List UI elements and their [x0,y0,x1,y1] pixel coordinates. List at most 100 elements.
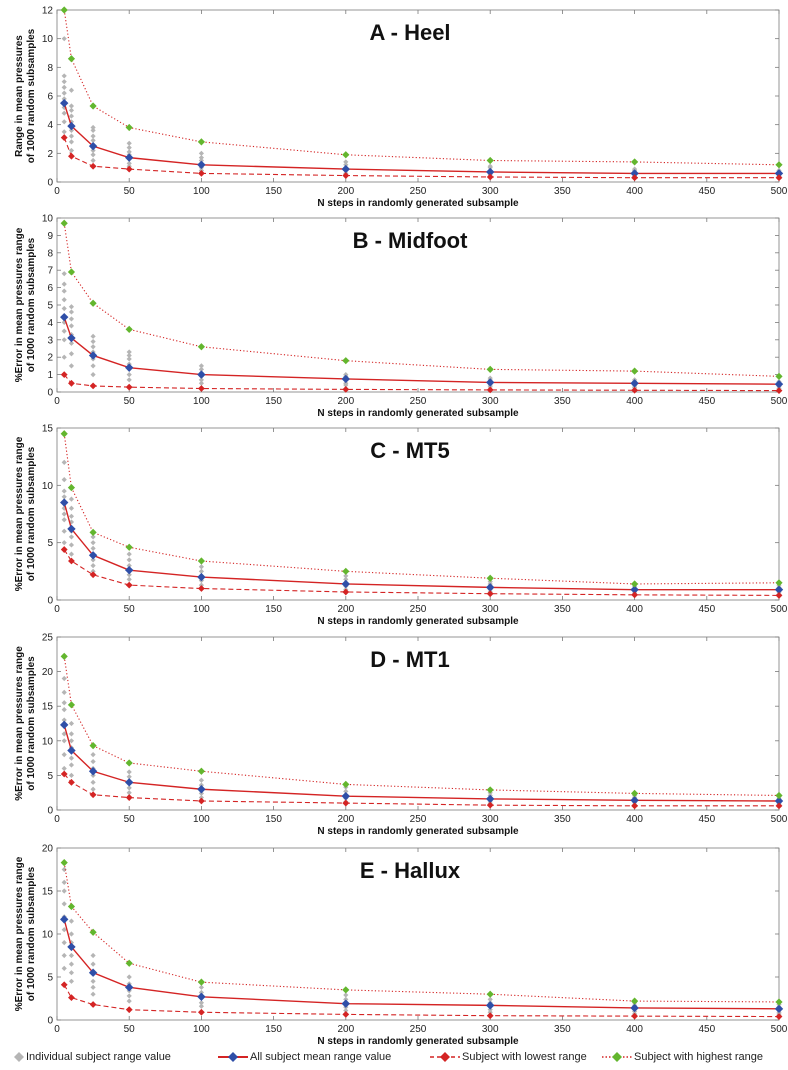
individual-point [68,323,75,329]
x-tick-label: 200 [337,186,354,197]
series-point-mean [88,968,98,977]
series-point-mean [774,796,784,806]
x-tick-label: 300 [482,604,499,615]
y-tick-label: 0 [47,388,53,399]
series-line-mean [63,724,780,802]
individual-point [90,540,96,546]
series-point-highest [67,484,76,492]
series-point-highest [60,859,68,867]
series-point-mean [630,796,639,805]
series-point-highest [197,138,205,146]
x-axis-label: N steps in randomly generated subsample [317,408,519,419]
series-point-lowest [775,174,783,182]
series-point-mean [67,524,76,534]
series-point-mean [67,942,76,952]
individual-point [126,377,132,383]
series-point-lowest [775,387,783,395]
individual-point [126,774,132,780]
individual-point [343,372,349,378]
series-line-lowest [63,549,780,596]
series-point-highest [89,102,97,110]
individual-point [343,573,349,579]
individual-point [343,576,349,582]
series-point-highest [125,123,133,132]
series-point-lowest [342,385,350,393]
individual-point [61,73,67,79]
individual-point [68,542,75,548]
series-point-mean [60,720,69,730]
series-point-mean [486,167,495,177]
series-line-mean [63,502,779,591]
y-tick-label: 15 [42,887,54,898]
y-tick-label: 25 [42,633,54,644]
individual-point [343,1007,349,1014]
y-tick-label: 5 [47,301,53,312]
individual-point [126,160,132,166]
series-point-mean [341,164,350,174]
series-point-highest [89,299,97,307]
panel-title: A - Heel [369,20,450,45]
individual-point [61,879,67,885]
individual-point [68,304,75,310]
series-point-mean [486,583,495,592]
individual-point [343,159,349,165]
series-point-highest [631,789,639,797]
individual-point [68,340,75,346]
x-tick-label: 400 [626,604,643,615]
individual-point [61,477,67,483]
individual-point [126,149,132,155]
series-point-lowest [775,592,783,599]
legend-swatch-individual [14,1052,24,1063]
individual-point [68,720,75,727]
individual-point [343,788,349,794]
individual-point [343,162,349,168]
legend-swatch-mean [218,1052,248,1063]
series-point-highest [486,365,494,373]
individual-point [90,363,96,369]
x-tick-label: 300 [482,814,499,825]
series-point-lowest [60,981,68,989]
series-point-lowest [89,571,97,579]
individual-point [126,993,132,999]
individual-point [68,127,75,133]
individual-point [68,755,75,761]
series-point-mean [197,992,206,1001]
x-tick-label: 150 [265,186,282,197]
y-axis-label-line: of 1000 random subsamples [26,237,37,372]
individual-point [68,931,75,937]
individual-point [61,288,67,294]
x-tick-label: 300 [482,1024,499,1035]
series-point-highest [631,580,639,588]
series-point-mean [630,169,639,178]
y-tick-label: 15 [42,424,54,435]
x-tick-label: 100 [193,604,210,615]
series-point-lowest [198,170,205,177]
series-point-highest [631,997,639,1005]
series-point-highest [631,367,639,375]
x-tick-label: 350 [554,814,571,825]
x-tick-label: 250 [410,604,427,615]
individual-point [61,765,67,772]
y-tick-label: 20 [42,844,54,855]
x-tick-label: 150 [265,814,282,825]
individual-point [61,271,67,277]
legend-label-highest: Subject with highest range [634,1051,764,1063]
individual-point [90,127,96,133]
series-point-lowest [198,1008,205,1016]
individual-point [61,965,67,971]
individual-point [487,163,493,169]
individual-point [90,752,96,758]
series-point-mean [197,160,206,169]
series-point-lowest [68,379,75,387]
y-tick-label: 3 [47,335,53,346]
series-point-highest [60,6,68,14]
individual-point [90,961,96,967]
x-axis-label: N steps in randomly generated subsample [317,198,519,209]
y-tick-label: 5 [47,973,53,984]
individual-point [198,150,204,156]
x-tick-label: 100 [193,396,210,407]
individual-point [68,970,75,976]
individual-point [68,513,75,519]
